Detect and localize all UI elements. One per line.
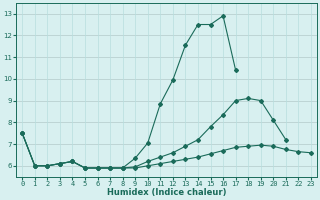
X-axis label: Humidex (Indice chaleur): Humidex (Indice chaleur) (107, 188, 226, 197)
